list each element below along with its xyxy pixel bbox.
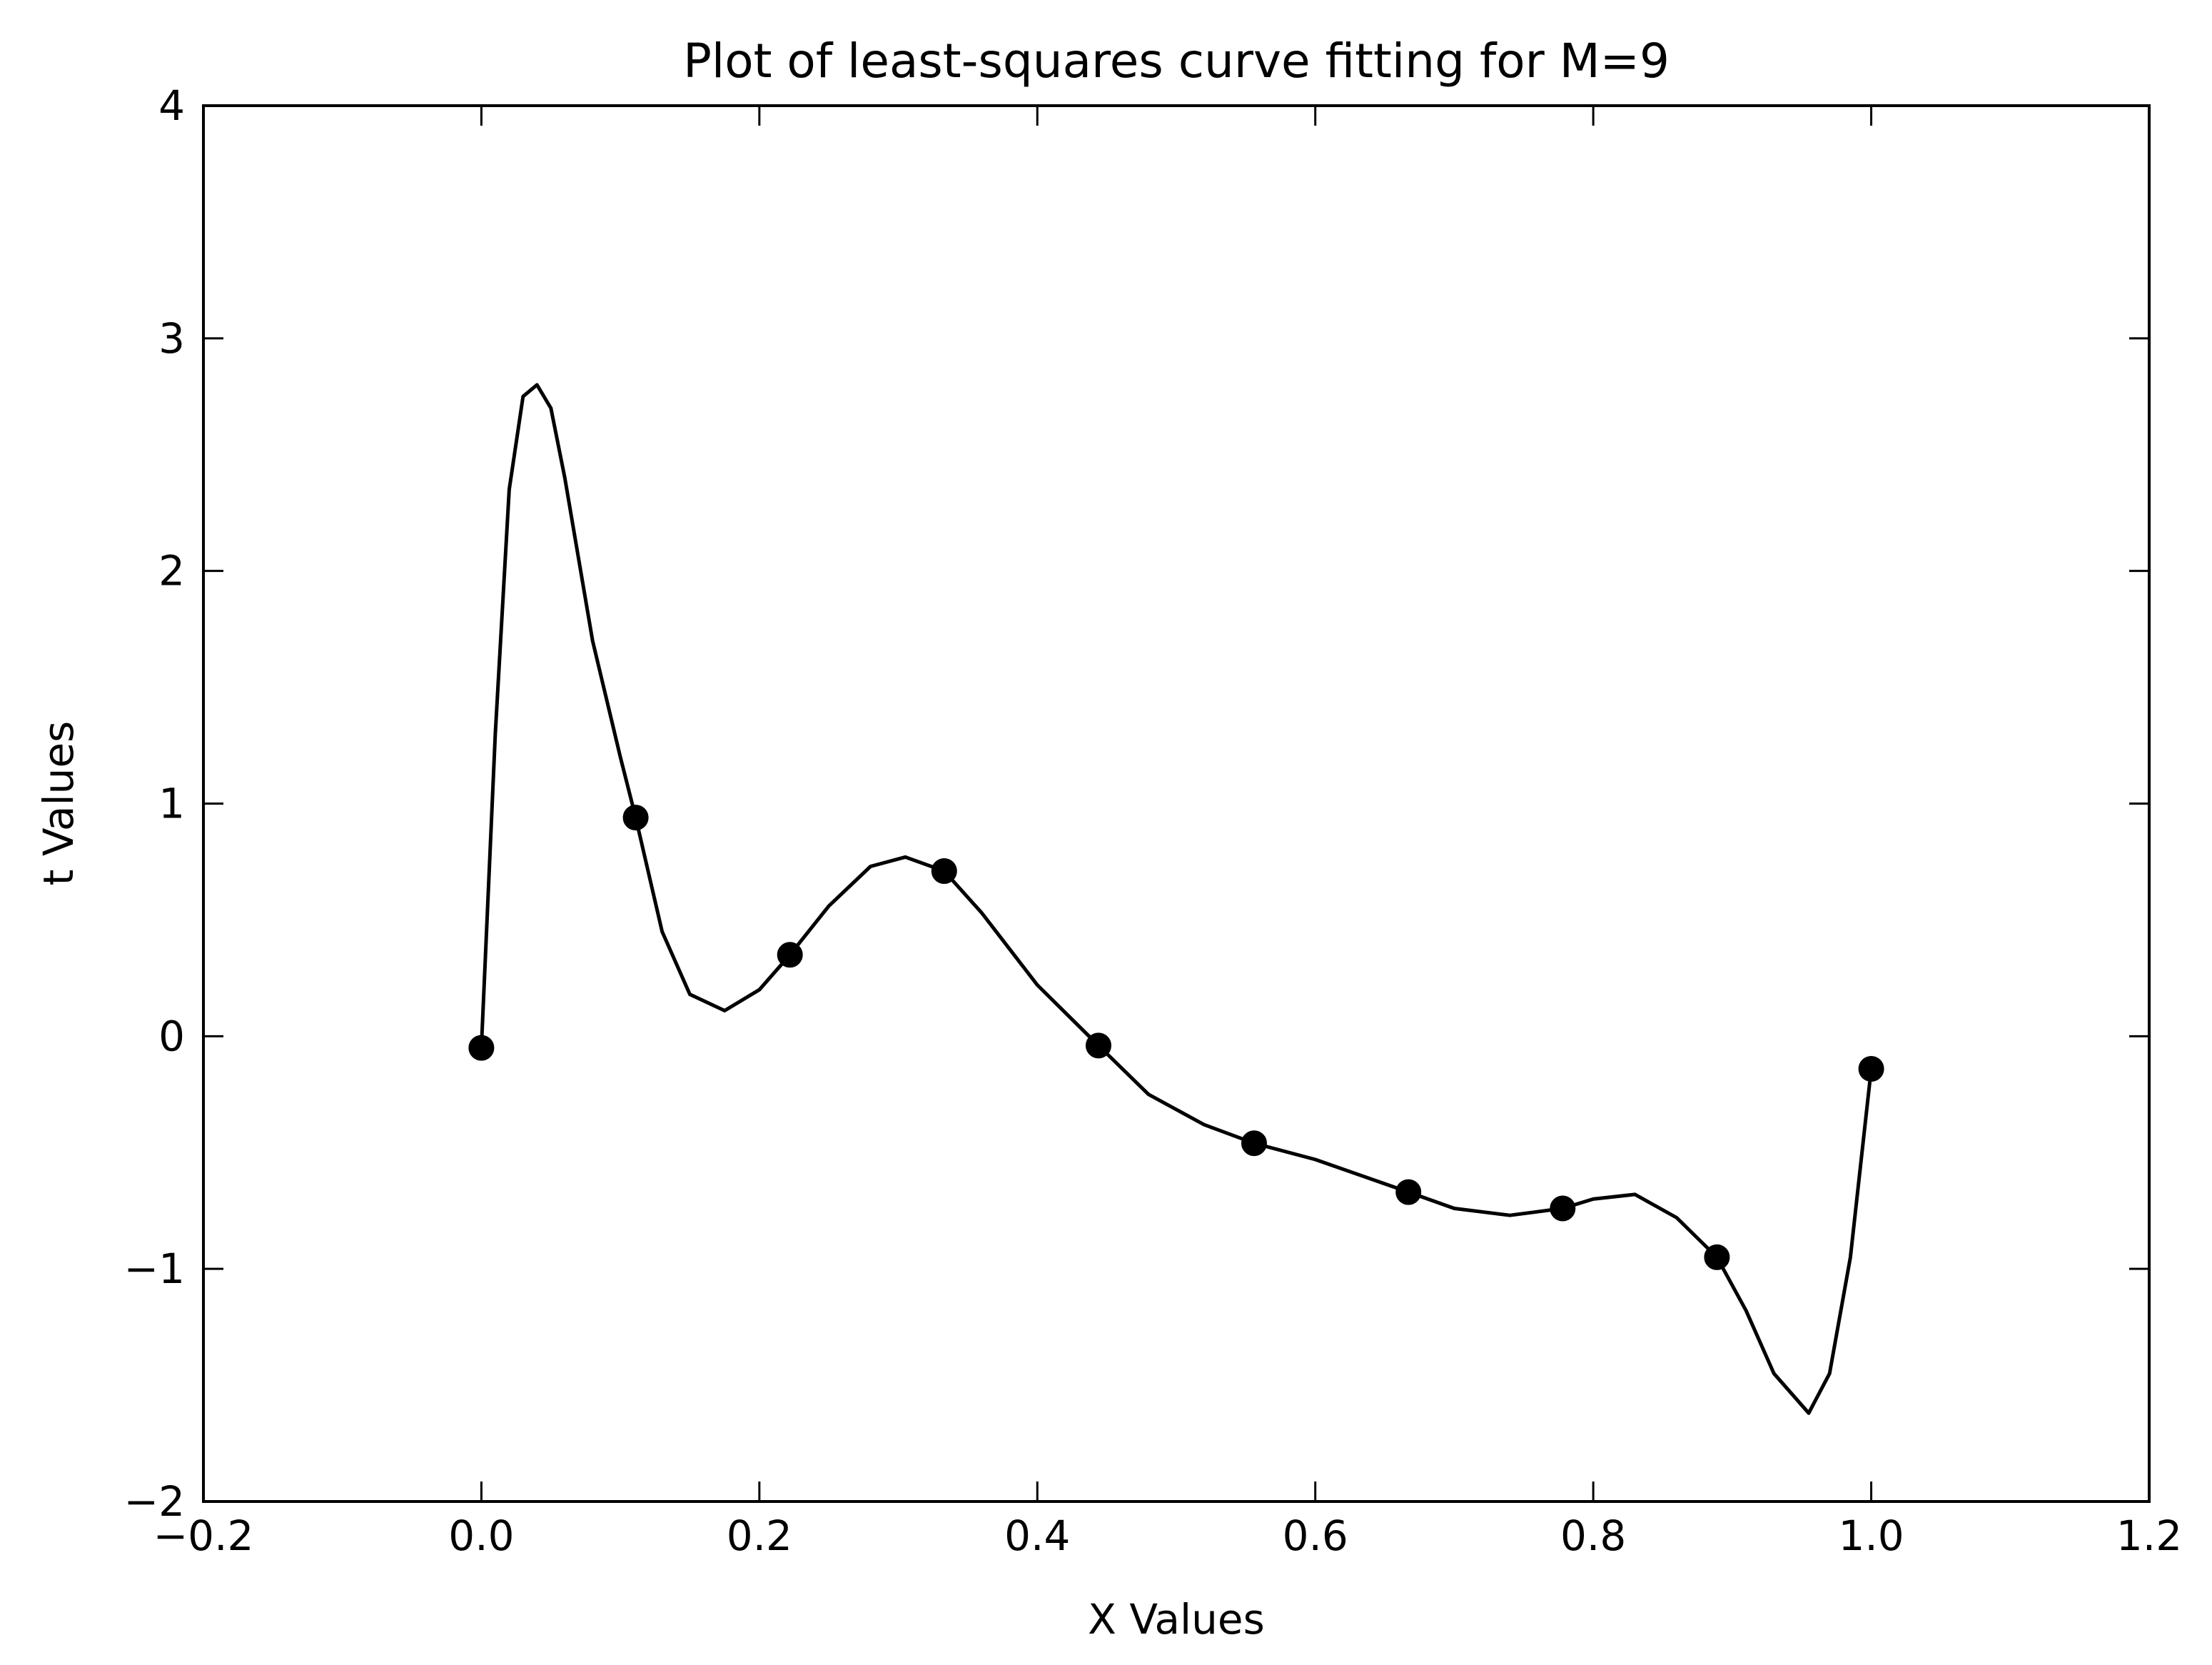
y-tick-label: 1 <box>158 780 185 828</box>
x-tick-label: 0.4 <box>1004 1511 1070 1560</box>
x-tick-label: 1.0 <box>1838 1511 1904 1560</box>
data-point <box>1241 1130 1267 1157</box>
data-point <box>622 805 649 831</box>
y-axis-label: t Values <box>34 721 83 886</box>
data-point <box>1395 1179 1422 1205</box>
y-tick-label: −2 <box>124 1477 186 1526</box>
data-point <box>931 858 957 884</box>
plot-frame <box>202 104 2151 1503</box>
x-tick-label: 0.8 <box>1560 1511 1626 1560</box>
x-tick-label: 0.6 <box>1283 1511 1348 1560</box>
data-point <box>777 942 803 968</box>
y-tick-label: 2 <box>158 547 185 595</box>
data-point <box>1550 1195 1576 1222</box>
y-tick-label: 4 <box>158 81 185 130</box>
y-tick-label: 0 <box>158 1012 185 1060</box>
x-tick-label: −0.2 <box>153 1511 254 1560</box>
plot-area <box>468 383 1884 1415</box>
x-tick-label: 0.0 <box>448 1511 514 1560</box>
data-point <box>468 1035 495 1061</box>
y-tick-label: 3 <box>158 314 185 363</box>
chart-title: Plot of least-squares curve fitting for … <box>683 34 1670 89</box>
x-tick-label: 0.2 <box>727 1511 792 1560</box>
data-point <box>1858 1056 1884 1082</box>
y-tick-label: −1 <box>124 1244 186 1293</box>
x-tick-label: 1.2 <box>2116 1511 2182 1560</box>
fit-curve <box>479 383 1874 1415</box>
x-axis-label: X Values <box>1088 1595 1265 1644</box>
data-point <box>1704 1244 1730 1270</box>
data-point <box>1086 1032 1111 1059</box>
axis-ticks: −0.2 0.0 0.2 0.4 0.6 0.8 1.0 1.2 −2 −1 0 1 2 3 4 <box>124 81 2183 1560</box>
